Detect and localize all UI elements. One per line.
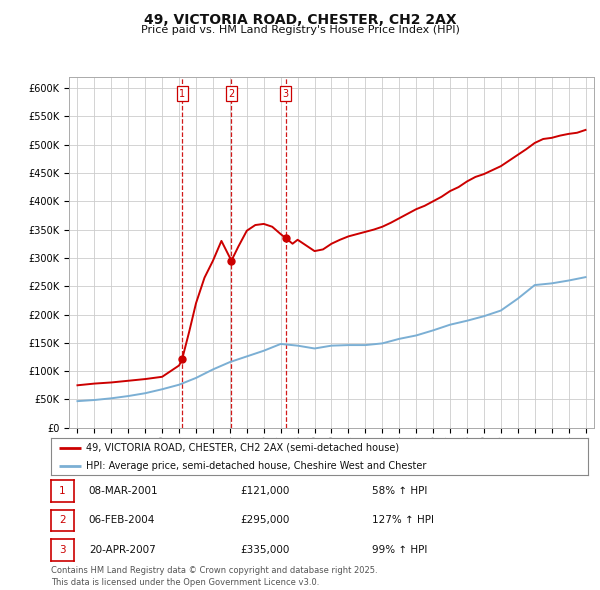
Text: 2: 2 xyxy=(59,516,66,525)
Text: 3: 3 xyxy=(283,88,289,99)
Text: 49, VICTORIA ROAD, CHESTER, CH2 2AX: 49, VICTORIA ROAD, CHESTER, CH2 2AX xyxy=(143,13,457,27)
Text: £335,000: £335,000 xyxy=(240,545,289,555)
Text: 06-FEB-2004: 06-FEB-2004 xyxy=(89,516,155,525)
Text: 127% ↑ HPI: 127% ↑ HPI xyxy=(372,516,434,525)
Text: 1: 1 xyxy=(179,88,185,99)
Text: Price paid vs. HM Land Registry's House Price Index (HPI): Price paid vs. HM Land Registry's House … xyxy=(140,25,460,35)
Text: £295,000: £295,000 xyxy=(240,516,289,525)
Text: 49, VICTORIA ROAD, CHESTER, CH2 2AX (semi-detached house): 49, VICTORIA ROAD, CHESTER, CH2 2AX (sem… xyxy=(86,443,399,453)
Text: 3: 3 xyxy=(59,545,66,555)
Text: 58% ↑ HPI: 58% ↑ HPI xyxy=(372,486,427,496)
Text: 08-MAR-2001: 08-MAR-2001 xyxy=(89,486,158,496)
Text: 2: 2 xyxy=(228,88,235,99)
Text: 20-APR-2007: 20-APR-2007 xyxy=(89,545,155,555)
Text: 1: 1 xyxy=(59,486,66,496)
Text: HPI: Average price, semi-detached house, Cheshire West and Chester: HPI: Average price, semi-detached house,… xyxy=(86,461,426,471)
Text: 99% ↑ HPI: 99% ↑ HPI xyxy=(372,545,427,555)
Text: £121,000: £121,000 xyxy=(240,486,289,496)
Text: Contains HM Land Registry data © Crown copyright and database right 2025.
This d: Contains HM Land Registry data © Crown c… xyxy=(51,566,377,587)
